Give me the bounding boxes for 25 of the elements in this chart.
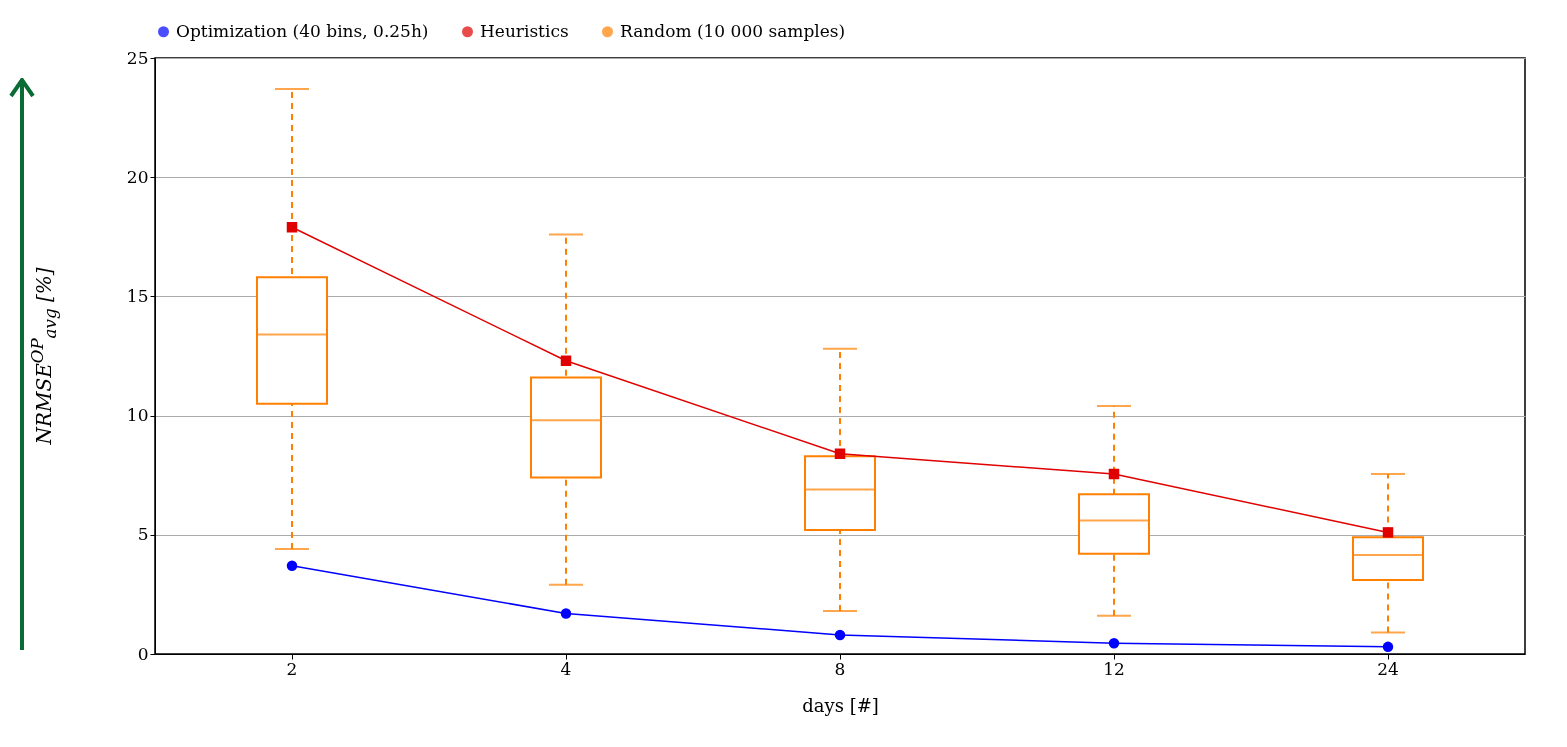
y-tick-label: 10 <box>126 405 149 426</box>
point <box>560 608 572 619</box>
x-tick-label: 8 <box>834 658 846 679</box>
point <box>286 222 298 233</box>
y-tick-label: 5 <box>137 524 149 545</box>
legend-label: Optimization (40 bins, 0.25h) <box>176 20 429 41</box>
x-tick-label: 2 <box>286 658 298 679</box>
point <box>286 560 298 572</box>
point <box>560 355 572 367</box>
x-tick-label: 24 <box>1377 658 1399 679</box>
point <box>834 448 846 459</box>
y-tick-label: 15 <box>126 285 149 306</box>
legend-label: Heuristics <box>480 20 569 41</box>
y-tick-label: 20 <box>126 166 149 187</box>
point <box>1108 468 1120 480</box>
y-tick-label: 25 <box>126 47 149 68</box>
point <box>1108 638 1120 649</box>
y-tick-label: 0 <box>137 643 149 664</box>
point <box>1382 527 1394 538</box>
legend-label: Random (10 000 samples) <box>620 20 846 41</box>
x-tick-label: 4 <box>560 658 572 679</box>
x-tick-label: 12 <box>1103 658 1125 679</box>
x-axis-title: days [#] <box>802 694 879 716</box>
point <box>834 629 846 641</box>
point <box>1382 641 1394 653</box>
